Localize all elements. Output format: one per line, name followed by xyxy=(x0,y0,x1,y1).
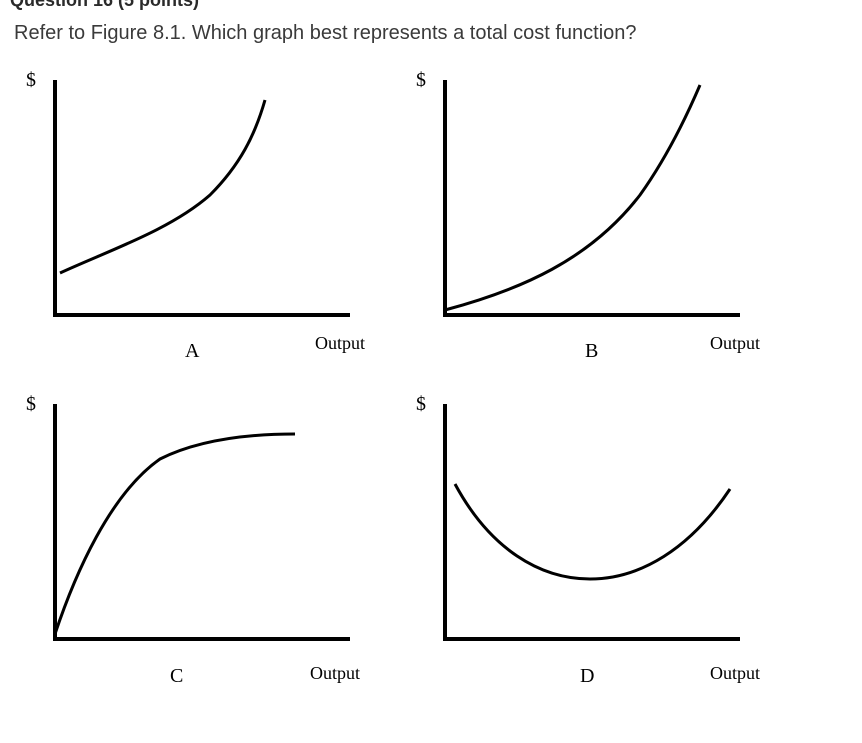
panel-c-xlabel: Output xyxy=(310,663,360,684)
panel-b-xlabel: Output xyxy=(710,333,760,354)
panel-d-curve xyxy=(455,484,730,579)
panel-b: $ B Output xyxy=(410,65,800,385)
panel-b-axes xyxy=(445,80,740,315)
panel-c-ylabel: $ xyxy=(26,393,36,416)
panel-d-ylabel: $ xyxy=(416,393,426,416)
panel-a: $ A Output xyxy=(20,65,410,385)
panel-c-label: C xyxy=(170,665,183,688)
panel-d-axes xyxy=(445,404,740,639)
panel-b-ylabel: $ xyxy=(416,69,426,92)
panel-a-axes xyxy=(55,80,350,315)
panel-c-curve xyxy=(55,434,295,634)
panel-d: $ D Output xyxy=(410,385,800,705)
panel-c: $ C Output xyxy=(20,385,410,705)
panel-c-axes xyxy=(55,404,350,639)
panel-d-label: D xyxy=(580,665,594,688)
panel-b-label: B xyxy=(585,340,598,363)
question-text: Refer to Figure 8.1. Which graph best re… xyxy=(0,10,862,65)
panel-d-svg xyxy=(440,399,750,649)
figure-grid: $ A Output $ B Output $ C Output $ xyxy=(20,65,800,705)
panel-c-svg xyxy=(50,399,360,649)
panel-a-curve xyxy=(60,100,265,273)
panel-b-curve xyxy=(445,85,700,310)
panel-a-ylabel: $ xyxy=(26,69,36,92)
panel-b-svg xyxy=(440,75,750,325)
panel-a-xlabel: Output xyxy=(315,333,365,354)
panel-a-label: A xyxy=(185,340,199,363)
panel-a-svg xyxy=(50,75,360,325)
question-header-cut: Question 16 (5 points) xyxy=(0,0,862,10)
panel-d-xlabel: Output xyxy=(710,663,760,684)
